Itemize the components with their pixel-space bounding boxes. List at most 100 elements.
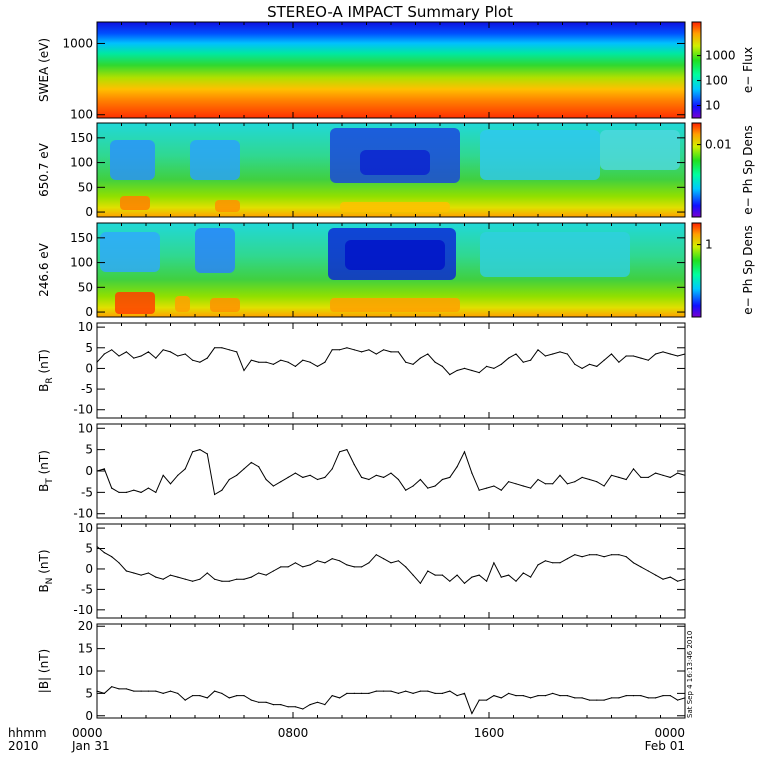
bmag-point bbox=[375, 690, 377, 692]
bt-point bbox=[669, 476, 671, 478]
bn-point bbox=[618, 554, 620, 556]
bn-point bbox=[258, 572, 260, 574]
bn-point bbox=[302, 566, 304, 568]
bmag-point bbox=[155, 690, 157, 692]
bn-point bbox=[632, 562, 635, 564]
bmag-point bbox=[508, 692, 510, 695]
swea-colorbar-tick-label-2: 1000 bbox=[705, 49, 736, 63]
bn-point bbox=[552, 562, 554, 564]
bt-point bbox=[353, 464, 355, 466]
bmag-point bbox=[449, 690, 451, 692]
bn-point bbox=[588, 554, 591, 556]
bn-ytick-label-2: 0 bbox=[85, 562, 93, 576]
bmag-point bbox=[632, 695, 635, 697]
bn-point bbox=[662, 578, 664, 580]
bn-point bbox=[559, 562, 561, 564]
br-point bbox=[331, 349, 333, 351]
br-point bbox=[441, 365, 443, 367]
bmag-point bbox=[618, 697, 620, 699]
bt-point bbox=[603, 485, 605, 487]
bt-point bbox=[302, 476, 304, 478]
bn-point bbox=[368, 562, 370, 564]
bmag-point bbox=[140, 690, 142, 692]
bmag-point bbox=[177, 692, 179, 695]
spectrogram-pad246 bbox=[97, 223, 685, 317]
bmag-ylabel: |B| (nT) bbox=[37, 649, 51, 693]
bmag-point bbox=[471, 712, 473, 715]
bn-point bbox=[566, 558, 569, 560]
br-point bbox=[111, 349, 113, 351]
bt-point bbox=[111, 487, 113, 489]
br-point bbox=[214, 347, 216, 349]
timestamp-label: Sat Sep 4 16:13:46 2010 bbox=[686, 631, 694, 718]
bmag-point bbox=[184, 699, 186, 701]
bn-point bbox=[669, 576, 671, 578]
bt-point bbox=[537, 478, 539, 481]
bt-ylabel-unit: (nT) bbox=[37, 450, 51, 478]
bn-point bbox=[434, 574, 436, 576]
bmag-point bbox=[530, 697, 532, 699]
bmag-point bbox=[309, 704, 311, 706]
bt-point bbox=[493, 485, 495, 487]
bn-point bbox=[412, 574, 414, 576]
br-point bbox=[618, 361, 620, 363]
bt-point bbox=[610, 474, 613, 476]
bn-point bbox=[324, 562, 326, 564]
bn-point bbox=[192, 580, 194, 582]
bt-point bbox=[243, 468, 245, 470]
x-tick-label-2: 1600 bbox=[474, 726, 505, 740]
br-point bbox=[486, 365, 488, 367]
bn-point bbox=[214, 578, 216, 580]
bmag-ylabel-main: |B| bbox=[37, 677, 51, 693]
bn-point bbox=[486, 580, 488, 582]
bt-point bbox=[184, 468, 186, 470]
bt-point bbox=[346, 449, 348, 451]
bmag-point bbox=[603, 699, 605, 701]
bmag-point bbox=[133, 690, 135, 692]
bmag-point bbox=[272, 704, 274, 706]
bt-point bbox=[405, 489, 407, 491]
br-point bbox=[655, 353, 657, 355]
br-ytick-label-2: 0 bbox=[85, 361, 93, 375]
br-ytick-label-1: -5 bbox=[81, 382, 93, 396]
bt-ytick-label-4: 10 bbox=[78, 421, 93, 435]
br-point bbox=[302, 359, 304, 361]
bt-point bbox=[361, 476, 363, 478]
bmag-point bbox=[361, 692, 363, 695]
br-point bbox=[515, 353, 517, 355]
bt-point bbox=[162, 474, 164, 476]
bn-background bbox=[97, 524, 685, 618]
bn-point bbox=[199, 578, 201, 580]
bn-point bbox=[441, 574, 443, 576]
swea-frame bbox=[96, 21, 686, 119]
bt-point bbox=[383, 476, 385, 478]
bmag-point bbox=[581, 697, 583, 699]
pad246-ytick-label-2: 100 bbox=[70, 256, 93, 270]
br-point bbox=[258, 361, 260, 363]
br-point bbox=[566, 353, 569, 355]
bt-point bbox=[258, 466, 260, 468]
br-point bbox=[316, 365, 319, 367]
br-point bbox=[125, 351, 127, 353]
pad246-frame bbox=[96, 222, 686, 318]
x-tick-label-3: 0000 bbox=[654, 726, 685, 740]
br-point bbox=[596, 365, 598, 367]
bt-point bbox=[596, 481, 598, 483]
bmag-point bbox=[522, 695, 524, 697]
x-tick-date-3: Feb 01 bbox=[645, 739, 685, 753]
bmag-point bbox=[478, 699, 480, 701]
br-point bbox=[537, 349, 539, 351]
bn-point bbox=[596, 554, 598, 556]
br-point bbox=[147, 351, 149, 353]
bmag-point bbox=[574, 697, 576, 699]
pad650-colorbar-tick-label-0: 0.01 bbox=[705, 138, 732, 152]
br-point bbox=[625, 355, 627, 357]
bmag-point bbox=[265, 701, 267, 703]
pad246-patch-2 bbox=[100, 232, 160, 272]
bmag-point bbox=[118, 688, 120, 690]
bt-point bbox=[147, 487, 149, 489]
br-point bbox=[155, 357, 157, 359]
br-ylabel-unit: (nT) bbox=[37, 349, 51, 377]
bn-point bbox=[272, 570, 274, 572]
bt-point bbox=[339, 451, 341, 453]
